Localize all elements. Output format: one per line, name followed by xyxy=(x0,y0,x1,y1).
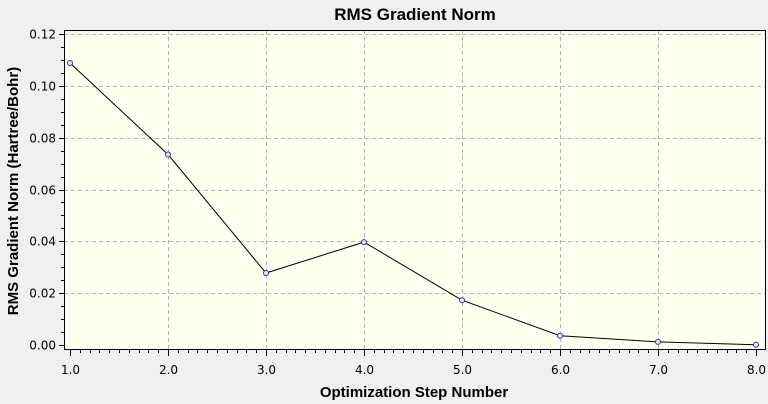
y-tick-label: 0.04 xyxy=(29,235,56,249)
x-tick-label: 4.0 xyxy=(355,363,374,377)
y-tick-label: 0.02 xyxy=(29,287,56,301)
data-point xyxy=(753,341,759,348)
y-axis-label: RMS Gradient Norm (Hartree/Bohr) xyxy=(5,67,22,315)
x-tick-label: 3.0 xyxy=(257,363,276,377)
y-tick-labels: 0.00 0.02 0.04 0.06 0.08 0.10 0.12 xyxy=(29,28,56,353)
data-point xyxy=(557,332,563,339)
data-point xyxy=(361,239,367,246)
y-tick-label: 0.08 xyxy=(29,132,56,146)
x-tick-label: 2.0 xyxy=(159,363,178,377)
plot-frame xyxy=(64,30,766,350)
x-axis-label: Optimization Step Number xyxy=(320,384,509,401)
series-line xyxy=(69,62,757,346)
data-point xyxy=(459,297,465,304)
data-point xyxy=(655,338,661,345)
y-tick-label: 0.10 xyxy=(29,80,56,94)
data-point xyxy=(263,270,269,276)
grid-lines xyxy=(64,30,766,350)
data-point xyxy=(165,151,171,158)
axis-ticks xyxy=(59,34,757,356)
data-point xyxy=(67,60,73,66)
y-tick-label: 0.12 xyxy=(29,28,56,42)
x-tick-label: 1.0 xyxy=(61,363,80,377)
x-tick-label: 8.0 xyxy=(747,363,766,377)
data-points xyxy=(67,60,759,348)
y-tick-label: 0.06 xyxy=(29,184,56,198)
x-tick-label: 6.0 xyxy=(551,363,570,377)
chart-title: RMS Gradient Norm xyxy=(334,5,496,24)
y-tick-label: 0.00 xyxy=(29,339,56,353)
x-tick-labels: 1.0 2.0 3.0 4.0 5.0 6.0 7.0 8.0 xyxy=(61,363,766,377)
x-tick-label: 7.0 xyxy=(649,363,668,377)
x-tick-label: 5.0 xyxy=(453,363,472,377)
